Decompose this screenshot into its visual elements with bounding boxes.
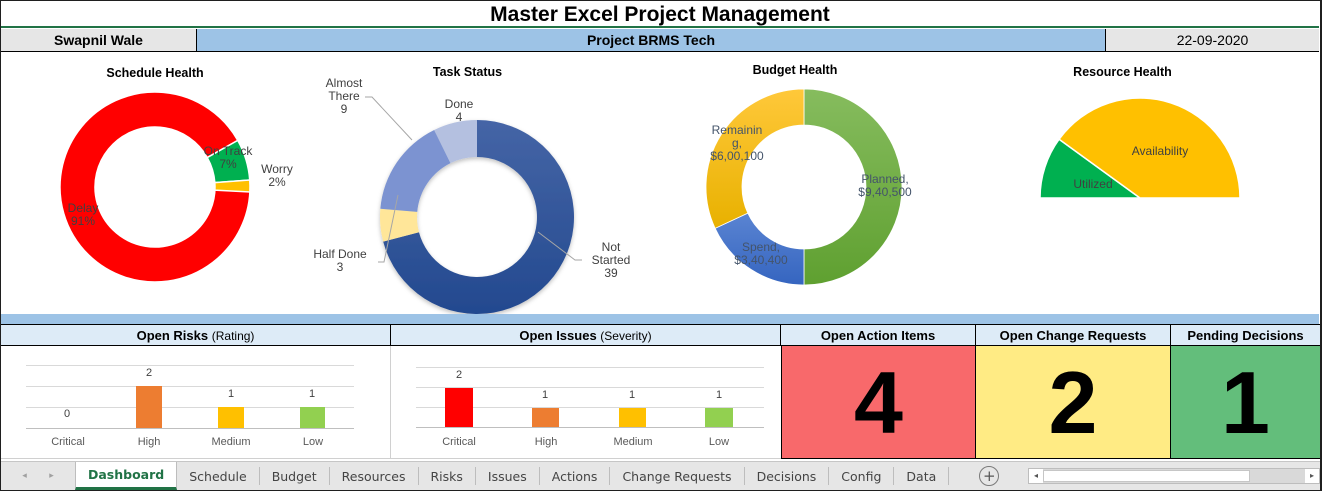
project-cell[interactable]: Project BRMS Tech <box>197 29 1106 51</box>
worry-label: Worry 2% <box>261 162 293 189</box>
scroll-left-icon[interactable]: ◂ <box>1029 469 1043 483</box>
open-risks-header: Open Risks (Rating) <box>1 324 391 346</box>
tab-budget[interactable]: Budget <box>260 467 330 485</box>
issue-medium-bar <box>619 408 646 427</box>
scrollbar-thumb[interactable] <box>1043 470 1250 482</box>
tab-schedule[interactable]: Schedule <box>177 467 260 485</box>
section-divider <box>1 314 1319 324</box>
delay-label: Delay 91% <box>67 201 99 228</box>
risk-low-bar <box>300 407 325 428</box>
issue-critical-bar <box>445 388 473 427</box>
planned-segment <box>803 88 903 286</box>
open-action-items-header: Open Action Items <box>781 324 976 346</box>
budget-health-title: Budget Health <box>752 63 838 77</box>
tab-change-requests[interactable]: Change Requests <box>610 467 745 485</box>
issue-high-value: 1 <box>541 389 549 401</box>
open-issues-chart[interactable]: 2 1 1 1 Critical High Medium Low <box>391 346 781 459</box>
almost-there-segment <box>380 129 451 212</box>
date-cell[interactable]: 22-09-2020 <box>1106 29 1319 51</box>
risk-low-value: 1 <box>308 388 316 400</box>
tab-decisions[interactable]: Decisions <box>745 467 830 485</box>
on-track-label: On Track 7% <box>203 144 253 171</box>
task-status-chart[interactable] <box>374 114 580 320</box>
schedule-health-title: Schedule Health <box>106 66 204 80</box>
pending-decisions-header: Pending Decisions <box>1171 324 1320 346</box>
open-issues-header: Open Issues (Severity) <box>391 324 781 346</box>
issue-cat-medium: Medium <box>613 436 653 448</box>
planned-label: Planned, $9,40,500 <box>858 172 912 199</box>
budget-health-chart[interactable] <box>704 87 904 287</box>
dashboard-title: Master Excel Project Management <box>1 1 1319 28</box>
open-action-items-value[interactable]: 4 <box>781 346 976 459</box>
remaining-label: Remainin g, $6,00,100 <box>710 123 764 163</box>
half-done-label: Half Done 3 <box>313 247 367 274</box>
issue-low-bar <box>705 408 733 427</box>
risk-critical-value: 0 <box>63 408 71 420</box>
tab-issues[interactable]: Issues <box>476 467 540 485</box>
availability-label: Availability <box>1131 144 1189 158</box>
sheet-tabs-bar: ◂ ▸ Dashboard Schedule Budget Resources … <box>1 461 1320 490</box>
open-risks-chart[interactable]: 0 2 1 1 Critical High Medium Low <box>1 346 391 459</box>
tab-risks[interactable]: Risks <box>419 467 476 485</box>
almost-there-label: Almost There 9 <box>325 76 363 116</box>
risk-medium-bar <box>218 407 244 428</box>
issue-critical-value: 2 <box>455 369 463 381</box>
pending-decisions-value[interactable]: 1 <box>1171 346 1320 459</box>
add-sheet-icon[interactable]: + <box>979 466 1000 486</box>
issue-cat-critical: Critical <box>442 436 476 448</box>
risk-high-value: 2 <box>145 367 153 379</box>
issue-cat-low: Low <box>708 436 730 448</box>
info-row: Swapnil Wale Project BRMS Tech 22-09-202… <box>1 29 1319 52</box>
task-status-title: Task Status <box>432 65 503 79</box>
owner-cell[interactable]: Swapnil Wale <box>1 29 197 51</box>
risk-cat-high: High <box>137 436 161 448</box>
utilized-label: Utilized <box>1073 177 1113 191</box>
next-sheet-icon[interactable]: ▸ <box>49 471 54 481</box>
tab-actions[interactable]: Actions <box>540 467 611 485</box>
done-segment <box>434 120 477 164</box>
open-change-requests-header: Open Change Requests <box>976 324 1171 346</box>
risk-cat-medium: Medium <box>211 436 251 448</box>
prev-sheet-icon[interactable]: ◂ <box>22 471 27 481</box>
scroll-right-icon[interactable]: ▸ <box>1305 469 1319 483</box>
tab-config[interactable]: Config <box>829 467 895 485</box>
not-started-label: Not Started 39 <box>591 240 631 280</box>
not-started-segment <box>383 120 575 314</box>
issue-cat-high: High <box>534 436 558 448</box>
risk-cat-critical: Critical <box>51 436 85 448</box>
sheet-nav: ◂ ▸ <box>1 462 75 490</box>
done-label: Done 4 <box>444 97 474 124</box>
issue-high-bar <box>532 408 559 427</box>
resource-health-chart[interactable] <box>1040 98 1242 200</box>
risk-medium-value: 1 <box>227 388 235 400</box>
issue-medium-value: 1 <box>628 389 636 401</box>
tab-dashboard[interactable]: Dashboard <box>75 462 178 490</box>
tab-data[interactable]: Data <box>894 467 950 485</box>
risk-high-bar <box>136 386 162 428</box>
spend-label: Spend, $3,40,400 <box>734 240 788 267</box>
risk-cat-low: Low <box>302 436 324 448</box>
worry-segment <box>214 179 251 193</box>
tab-resources[interactable]: Resources <box>330 467 419 485</box>
delay-segment <box>59 91 251 283</box>
horizontal-scrollbar[interactable]: ◂ ▸ <box>1028 468 1320 484</box>
issue-low-value: 1 <box>715 389 723 401</box>
schedule-health-chart[interactable] <box>55 87 255 287</box>
remaining-segment <box>705 88 805 229</box>
resource-health-title: Resource Health <box>1073 65 1172 79</box>
availability-segment <box>1058 98 1241 199</box>
open-change-requests-value[interactable]: 2 <box>976 346 1171 459</box>
